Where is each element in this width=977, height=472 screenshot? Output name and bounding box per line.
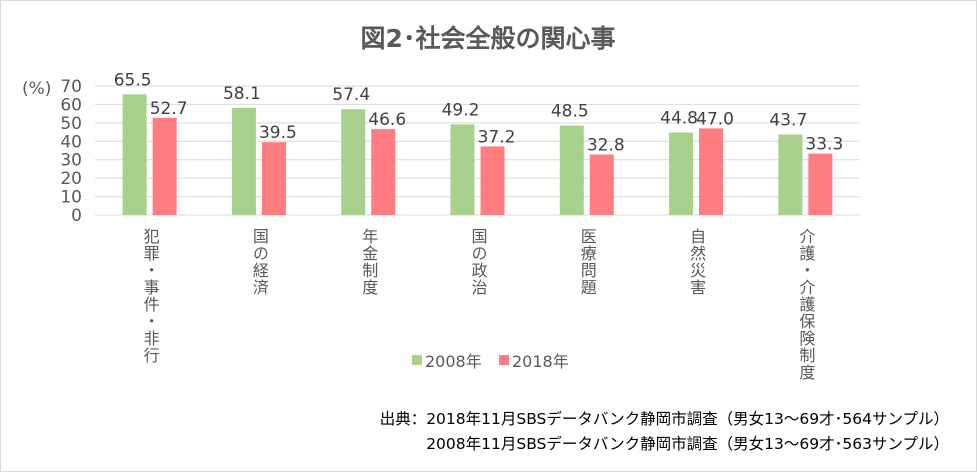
x-tick-label: 国の政治 [468,228,488,296]
x-tick-label: 医療問題 [577,228,597,296]
y-tick-label: 70 [60,77,82,97]
x-tick-label: 自然災害 [687,228,707,296]
x-tick-label: 年金制度 [359,228,379,296]
y-tick-label: 50 [60,114,82,134]
y-tick-label: 20 [60,169,82,189]
bar-2008年 [778,134,803,215]
bar-2008年 [231,107,256,215]
data-label: 48.5 [551,102,589,122]
source-line-1: 出典：2018年11月SBSデータバンク静岡市調査（男女13～69才･564サン… [379,410,949,428]
data-label: 47.0 [696,109,734,129]
data-label: 44.8 [660,108,698,128]
bar-2008年 [669,132,694,215]
bar-2008年 [450,124,475,215]
data-label: 52.7 [150,99,188,119]
y-axis-label: (%) [22,79,51,99]
bar-2018年 [808,153,833,215]
source-line-2: 2008年11月SBSデータバンク静岡市調査（男女13～69才･563サンプル） [426,435,949,453]
bar-2018年 [261,142,286,215]
data-label: 57.4 [332,85,370,105]
x-tick-label: 国の経済 [249,228,269,296]
y-tick-label: 10 [60,188,82,208]
data-label: 43.7 [769,110,807,130]
data-label: 33.3 [805,135,843,155]
bar-2018年 [480,146,505,215]
bar-2018年 [699,128,724,215]
data-label: 37.2 [478,127,516,147]
legend-label-2018: 2018年 [512,352,569,371]
data-label: 32.8 [587,136,625,156]
x-tick-label: 介護・介護保険制度 [796,228,816,381]
legend-item-2018: 2018年 [499,348,569,372]
legend-swatch-2008 [412,355,422,365]
bar-2018年 [152,117,177,215]
x-tick-label: 犯罪・事件・非行 [140,228,160,364]
data-label: 58.1 [223,84,261,104]
legend-swatch-2018 [499,355,509,365]
data-label: 65.5 [114,70,152,90]
data-label: 46.6 [368,110,406,130]
legend-label-2008: 2008年 [425,352,482,371]
bar-2008年 [122,94,147,215]
y-tick-label: 40 [60,132,82,152]
y-tick-label: 0 [71,206,82,226]
data-label: 39.5 [259,123,297,143]
bar-2008年 [341,109,366,215]
data-label: 49.2 [442,100,480,120]
chart-title: 図2･社会全般の関心事 [361,24,616,53]
bar-2018年 [589,154,614,215]
bar-2008年 [559,125,584,215]
y-tick-label: 60 [60,95,82,115]
y-tick-label: 30 [60,151,82,171]
legend-item-2008: 2008年 [412,348,482,372]
bar-2018年 [371,129,396,215]
